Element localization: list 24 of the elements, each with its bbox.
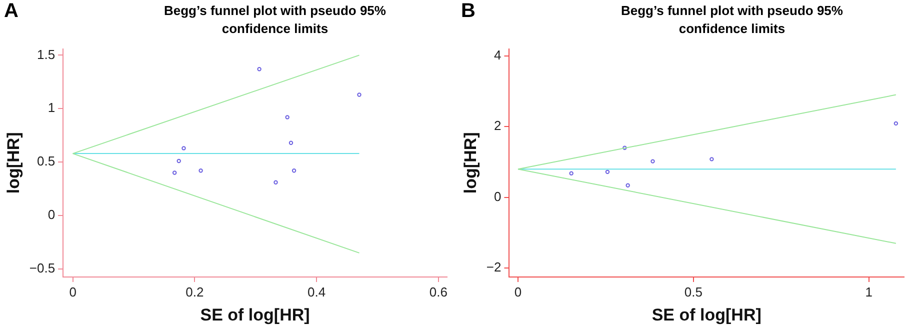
x-tick-label: 0 xyxy=(69,284,76,300)
x-tick-label: 0.5 xyxy=(684,284,702,300)
y-tick-label: 4 xyxy=(494,47,502,62)
x-tick-label: 0.6 xyxy=(429,284,448,300)
x-tick-label: 1 xyxy=(865,284,873,300)
y-tick-label: 0 xyxy=(48,207,56,222)
y-tick-label: 1.5 xyxy=(36,46,56,62)
x-tick-label: 0.4 xyxy=(308,284,326,300)
x-tick-label: 0 xyxy=(514,284,522,300)
x-axis-title: SE of log[HR] xyxy=(652,305,762,324)
y-tick-label: 2 xyxy=(494,118,502,134)
y-axis-title: log[HR] xyxy=(460,132,480,194)
y-tick-label: 0 xyxy=(494,188,502,204)
y-tick-label: 0.5 xyxy=(36,154,56,169)
text: B xyxy=(461,0,476,23)
x-tick-label: 0.2 xyxy=(186,284,204,300)
x-axis-title: SE of log[HR] xyxy=(200,305,310,324)
chart-title: Begg’s funnel plot with pseudo 95% confidence limits xyxy=(620,2,844,38)
y-axis-title: log[HR] xyxy=(4,132,23,194)
y-tick-label: 1 xyxy=(48,100,56,116)
chart-title: Begg’s funnel plot with pseudo 95% confidence limits xyxy=(163,2,387,38)
y-tick-label: −2 xyxy=(486,260,502,275)
text: A xyxy=(4,0,18,23)
y-tick-label: −0.5 xyxy=(29,260,56,276)
